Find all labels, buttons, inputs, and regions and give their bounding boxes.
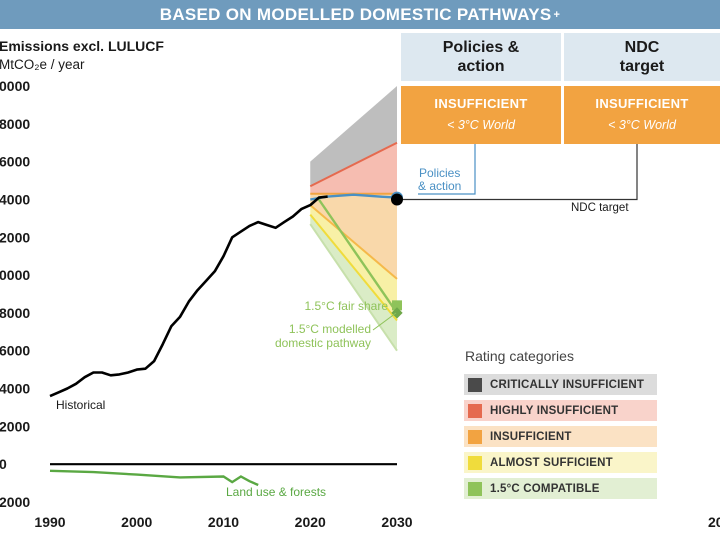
ndc-column-header: NDC target: [564, 33, 720, 81]
rating-band: [310, 205, 397, 321]
legend-label: 1.5°C COMPATIBLE: [490, 482, 600, 495]
legend-label: INSUFFICIENT: [490, 430, 572, 443]
ndc-connector: [401, 144, 638, 201]
band-edge: [309, 204, 398, 280]
chart-banner: BASED ON MODELLED DOMESTIC PATHWAYS +: [0, 0, 720, 29]
y-tick-label: 6000: [0, 154, 30, 170]
legend-swatch: [468, 429, 482, 444]
y-tick-label: 2000: [0, 229, 30, 245]
y-tick-label: 2000: [0, 494, 30, 510]
legend-label: HIGHLY INSUFFICIENT: [490, 404, 619, 417]
policies-label: Policies: [419, 166, 460, 180]
x-tick-label: 2020: [295, 514, 326, 530]
rating-band: [310, 86, 397, 187]
y-axis-label: Emissions excl. LULUCF: [0, 38, 164, 54]
fair-share-marker: [392, 300, 402, 311]
x-tick-label: 2010: [208, 514, 239, 530]
band-edge: [309, 223, 398, 352]
pathway-line: [317, 198, 398, 314]
policies-rating-box: INSUFFICIENT < 3°C World: [401, 86, 561, 144]
ndc-rating-box: INSUFFICIENT < 3°C World: [564, 86, 720, 144]
y-tick-label: 4000: [0, 381, 30, 397]
legend-swatch: [468, 403, 482, 418]
legend-item: 1.5°C COMPATIBLE: [464, 478, 657, 499]
historical-label: Historical: [56, 398, 105, 412]
ndc-header-text: NDC target: [619, 39, 665, 75]
rating-band: [310, 193, 397, 279]
legend-item: ALMOST SUFFICIENT: [464, 452, 657, 473]
land-use-line: [49, 469, 259, 487]
legend-item: CRITICALLY INSUFFICIENT: [464, 374, 657, 395]
land-use-label: Land use & forests: [226, 485, 326, 499]
y-tick-label: 6000: [0, 343, 30, 359]
legend-swatch: [468, 481, 482, 496]
ndc-marker: [391, 193, 403, 206]
pathway-marker: [391, 307, 403, 319]
y-tick-label: 8000: [0, 305, 30, 321]
ndc-world: < 3°C World: [608, 118, 676, 132]
x-tick-label: 20: [708, 514, 720, 530]
y-tick-label: 0: [0, 456, 7, 472]
policies-header-text: Policies & action: [442, 39, 520, 75]
fair-share-label: 1.5°C fair share: [304, 299, 388, 313]
pathway-label: domestic pathway: [275, 336, 371, 350]
ndc-rating: INSUFFICIENT: [595, 96, 689, 111]
pathway-label: 1.5°C modelled: [289, 322, 371, 336]
policies-world: < 3°C World: [447, 118, 515, 132]
banner-mark: +: [553, 8, 561, 21]
legend-swatch: [468, 377, 482, 392]
legend-label: CRITICALLY INSUFFICIENT: [490, 378, 645, 391]
legend-label: ALMOST SUFFICIENT: [490, 456, 613, 469]
policies-column-header: Policies & action: [401, 33, 561, 81]
banner-title: BASED ON MODELLED DOMESTIC PATHWAYS: [159, 4, 552, 24]
y-tick-label: 0000: [0, 267, 30, 283]
policies-connector: [418, 144, 476, 195]
x-tick-label: 2000: [121, 514, 152, 530]
rating-band: [310, 142, 397, 194]
legend-item: INSUFFICIENT: [464, 426, 657, 447]
rating-band: [310, 214, 397, 351]
x-tick-label: 2030: [381, 514, 412, 530]
ndc-label: NDC target: [571, 202, 629, 214]
legend-title: Rating categories: [465, 348, 574, 364]
y-tick-label: 8000: [0, 116, 30, 132]
y-axis-unit: MtCO₂e / year: [0, 57, 85, 72]
pathway-leader: [372, 312, 397, 331]
y-tick-label: 2000: [0, 418, 30, 434]
legend-swatch: [468, 455, 482, 470]
x-tick-label: 1990: [34, 514, 65, 530]
policies-label: & action: [418, 179, 461, 193]
y-tick-label: 4000: [0, 191, 30, 207]
policies-rating: INSUFFICIENT: [434, 96, 528, 111]
historical-line: [49, 195, 328, 398]
y-tick-label: 0000: [0, 78, 30, 94]
legend-item: HIGHLY INSUFFICIENT: [464, 400, 657, 421]
band-edge: [309, 141, 398, 188]
band-edge: [309, 213, 398, 322]
